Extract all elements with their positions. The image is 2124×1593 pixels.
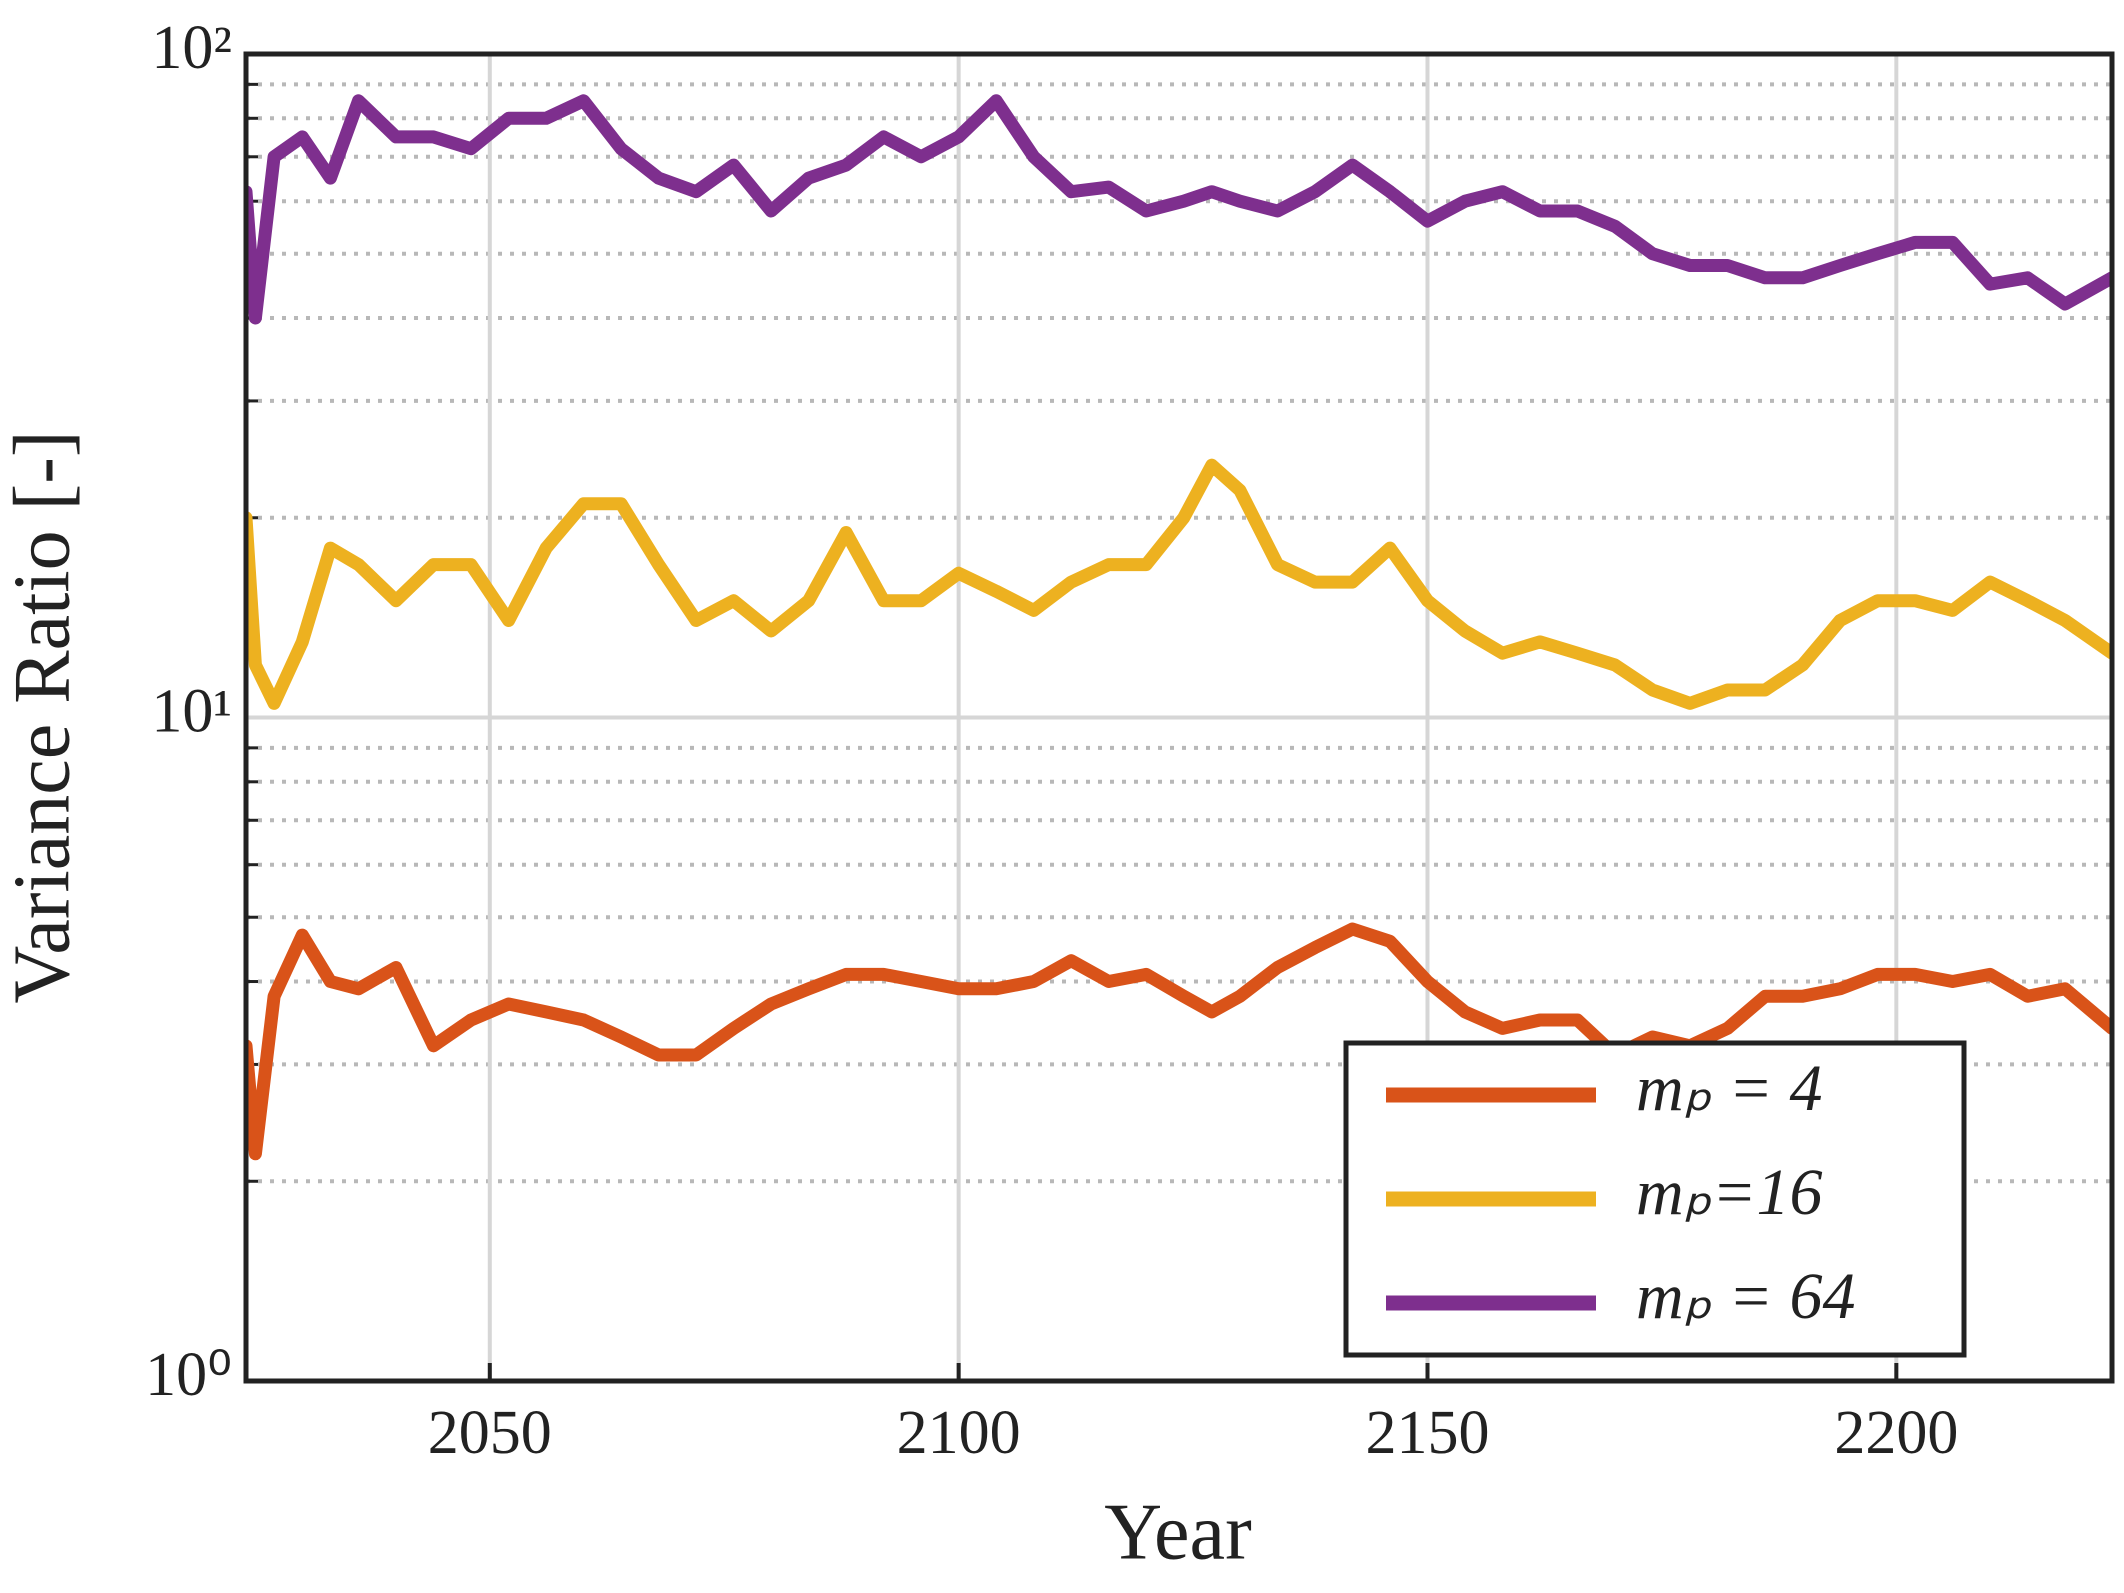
legend-label: mₚ = 4 xyxy=(1636,1052,1822,1125)
y-axis-label: Variance Ratio [-] xyxy=(0,430,86,1003)
series-line xyxy=(246,922,2112,1161)
x-axis-label: Year xyxy=(1104,1488,1251,1576)
x-tick-label: 2150 xyxy=(1365,1399,1489,1467)
series-line xyxy=(246,458,2112,710)
legend-label: mₚ=16 xyxy=(1636,1156,1822,1229)
y-tick-label: 10¹ xyxy=(151,678,232,746)
x-tick-label: 2200 xyxy=(1834,1399,1958,1467)
plot-frame xyxy=(243,51,2115,1384)
legend-label: mₚ = 64 xyxy=(1636,1260,1855,1333)
x-tick-label: 2100 xyxy=(897,1399,1021,1467)
y-tick-label: 10² xyxy=(151,14,232,82)
y-tick-label: 10⁰ xyxy=(145,1341,232,1409)
series-line xyxy=(246,94,2112,325)
x-tick-label: 2050 xyxy=(428,1399,552,1467)
